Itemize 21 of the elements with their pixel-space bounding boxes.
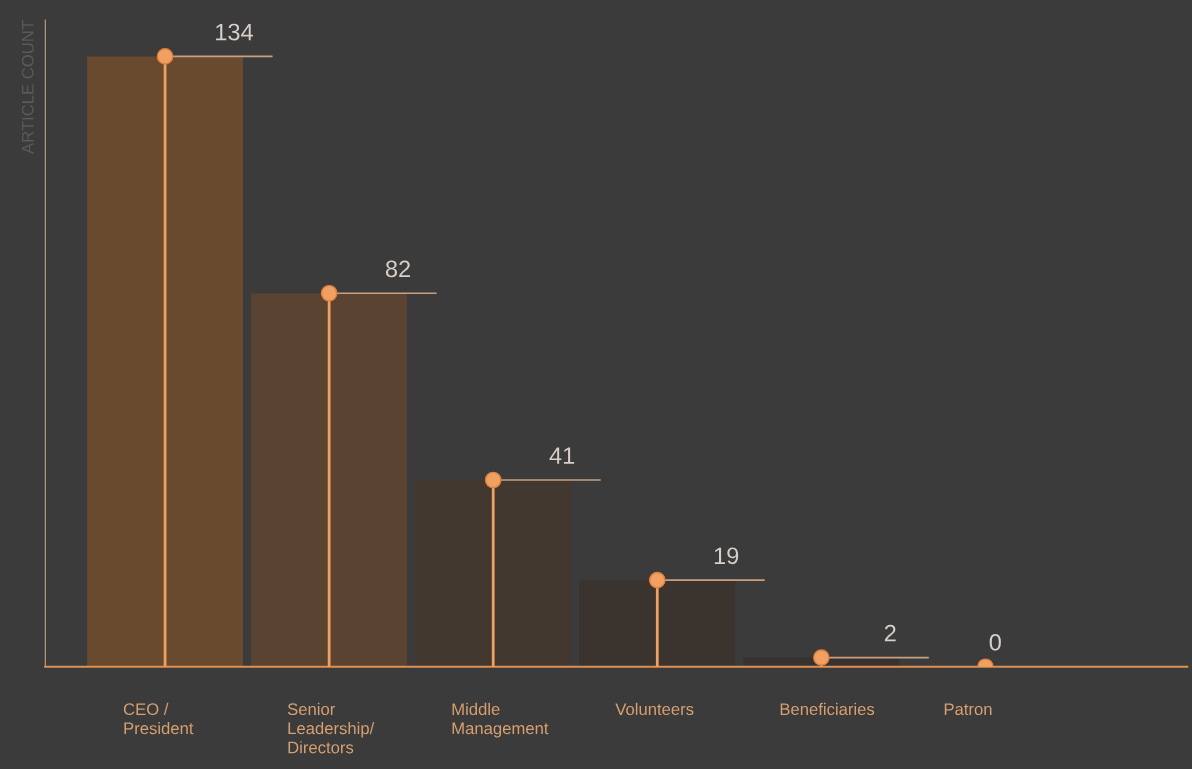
data-label: 82: [385, 260, 410, 278]
point: [648, 571, 666, 589]
x-tick-label: Senior Leadership/ Directors: [287, 702, 375, 754]
point: [156, 48, 174, 65]
x-tick-label: Beneficiaries: [780, 702, 875, 716]
data-label: 2: [884, 624, 896, 642]
bar: [251, 293, 408, 667]
x-tick-label: Patron: [944, 703, 992, 716]
x-tick-label: Middle Management: [452, 702, 549, 738]
data-label: 0: [989, 633, 1001, 651]
bar: [579, 580, 736, 667]
bar: [87, 56, 243, 667]
data-label: 19: [714, 547, 739, 565]
x-tick-label: CEO / President: [123, 702, 194, 735]
bar: [415, 479, 572, 667]
point: [484, 471, 502, 489]
point: [320, 284, 338, 302]
point: [813, 649, 830, 666]
data-label: 41: [549, 447, 575, 464]
data-label: 134: [216, 23, 253, 41]
x-tick-label: Volunteers: [615, 702, 694, 716]
